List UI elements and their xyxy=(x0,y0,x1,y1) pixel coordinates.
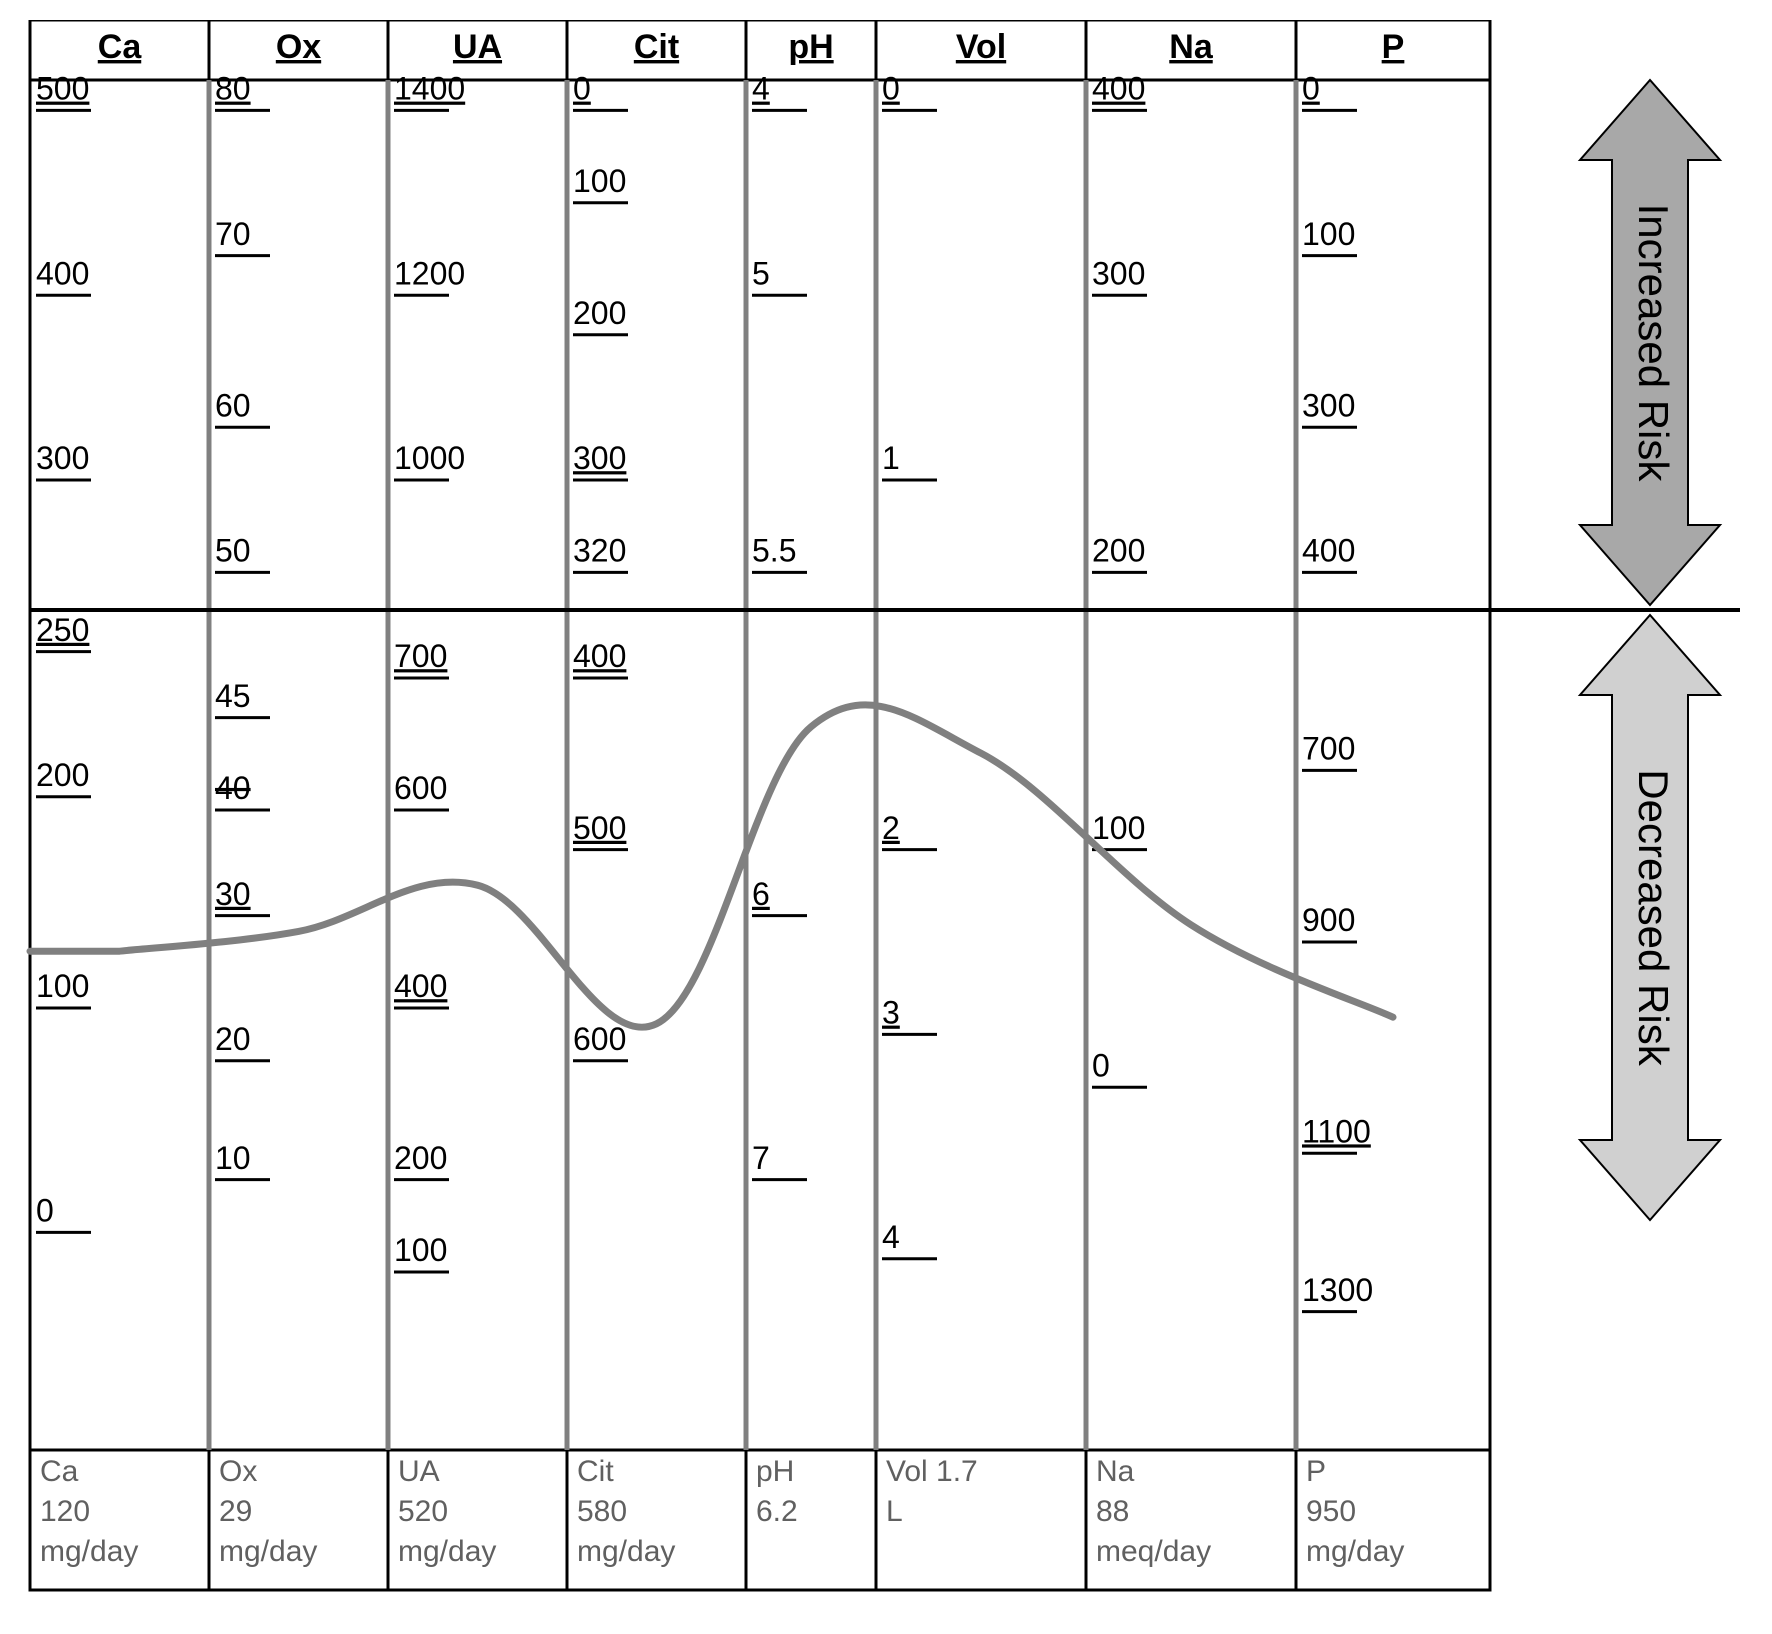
tick-label: 100 xyxy=(573,163,626,199)
footer-ox-2: mg/day xyxy=(219,1535,317,1568)
footer-cit-0: Cit xyxy=(577,1455,614,1488)
tick-label: 300 xyxy=(573,440,626,476)
tick-label: 300 xyxy=(36,440,89,476)
tick-label: 300 xyxy=(1092,255,1145,291)
footer-ph-0: pH xyxy=(756,1455,794,1488)
tick-label: 100 xyxy=(36,968,89,1004)
risk-arrow-label: Increased Risk xyxy=(1630,204,1677,483)
tick-label: 60 xyxy=(215,387,251,423)
tick-label: 500 xyxy=(36,71,89,107)
tick-label: 70 xyxy=(215,216,251,252)
footer-ca-1: 120 xyxy=(40,1495,90,1528)
tick-label: 5 xyxy=(752,255,770,291)
tick-label: 200 xyxy=(1092,533,1145,569)
tick-label: 0 xyxy=(1092,1047,1110,1083)
footer-cit-2: mg/day xyxy=(577,1535,675,1568)
tick-label: 400 xyxy=(573,638,626,674)
tick-label: 1000 xyxy=(394,440,465,476)
tick-label: 5.5 xyxy=(752,533,796,569)
tick-label: 1 xyxy=(882,440,900,476)
tick-label: 250 xyxy=(36,612,89,648)
footer-p-2: mg/day xyxy=(1306,1535,1404,1568)
tick-label: 320 xyxy=(573,533,626,569)
tick-label: 400 xyxy=(394,968,447,1004)
tick-label: 1300 xyxy=(1302,1272,1373,1308)
header-ox: Ox xyxy=(276,28,321,66)
footer-ph-1: 6.2 xyxy=(756,1495,798,1528)
tick-label: 4 xyxy=(752,71,770,107)
tick-label: 700 xyxy=(1302,731,1355,767)
header-cit: Cit xyxy=(634,28,679,66)
footer-ox-1: 29 xyxy=(219,1495,252,1528)
footer-p-1: 950 xyxy=(1306,1495,1356,1528)
tick-label: 6 xyxy=(752,876,770,912)
tick-label: 20 xyxy=(215,1021,251,1057)
chart-svg: CaOxUACitpHVolNaP50040030025020010008070… xyxy=(20,20,1752,1614)
tick-label: 400 xyxy=(36,255,89,291)
footer-ox-0: Ox xyxy=(219,1455,257,1488)
tick-label: 40 xyxy=(215,770,251,806)
tick-label: 0 xyxy=(573,71,591,107)
header-na: Na xyxy=(1169,28,1214,66)
footer-ca-2: mg/day xyxy=(40,1535,138,1568)
tick-label: 0 xyxy=(1302,71,1320,107)
tick-label: 45 xyxy=(215,678,251,714)
footer-ua-0: UA xyxy=(398,1455,440,1488)
footer-p-0: P xyxy=(1306,1455,1326,1488)
header-ua: UA xyxy=(453,28,502,66)
tick-label: 4 xyxy=(882,1219,900,1255)
footer-vol-1: L xyxy=(886,1495,903,1528)
header-p: P xyxy=(1382,28,1405,66)
tick-label: 300 xyxy=(1302,387,1355,423)
tick-label: 1100 xyxy=(1302,1113,1371,1149)
tick-label: 7 xyxy=(752,1140,770,1176)
tick-label: 30 xyxy=(215,876,251,912)
tick-label: 100 xyxy=(394,1232,447,1268)
tick-label: 400 xyxy=(1092,71,1145,107)
tick-label: 100 xyxy=(1302,216,1355,252)
tick-label: 200 xyxy=(394,1140,447,1176)
tick-label: 80 xyxy=(215,71,251,107)
tick-label: 400 xyxy=(1302,533,1355,569)
risk-arrow-label: Decreased Risk xyxy=(1630,769,1677,1066)
header-ca: Ca xyxy=(98,28,143,66)
header-ph: pH xyxy=(788,28,833,66)
header-vol: Vol xyxy=(956,28,1006,66)
tick-label: 3 xyxy=(882,995,900,1031)
tick-label: 50 xyxy=(215,533,251,569)
footer-na-0: Na xyxy=(1096,1455,1135,1488)
tick-label: 10 xyxy=(215,1140,251,1176)
tick-label: 700 xyxy=(394,638,447,674)
tick-label: 0 xyxy=(882,71,900,107)
footer-cit-1: 580 xyxy=(577,1495,627,1528)
tick-label: 600 xyxy=(394,770,447,806)
tick-label: 2 xyxy=(882,810,900,846)
tick-label: 1200 xyxy=(394,255,465,291)
tick-label: 100 xyxy=(1092,810,1145,846)
footer-ca-0: Ca xyxy=(40,1455,79,1488)
footer-na-2: meq/day xyxy=(1096,1535,1211,1568)
tick-label: 600 xyxy=(573,1021,626,1057)
tick-label: 0 xyxy=(36,1193,54,1229)
tick-label: 1400 xyxy=(394,71,465,107)
tick-label: 500 xyxy=(573,810,626,846)
risk-nomogram: CaOxUACitpHVolNaP50040030025020010008070… xyxy=(20,20,1752,1614)
tick-label: 200 xyxy=(573,295,626,331)
footer-ua-2: mg/day xyxy=(398,1535,496,1568)
footer-na-1: 88 xyxy=(1096,1495,1129,1528)
tick-label: 200 xyxy=(36,757,89,793)
tick-label: 900 xyxy=(1302,902,1355,938)
footer-ua-1: 520 xyxy=(398,1495,448,1528)
footer-vol-0: Vol 1.7 xyxy=(886,1455,978,1488)
